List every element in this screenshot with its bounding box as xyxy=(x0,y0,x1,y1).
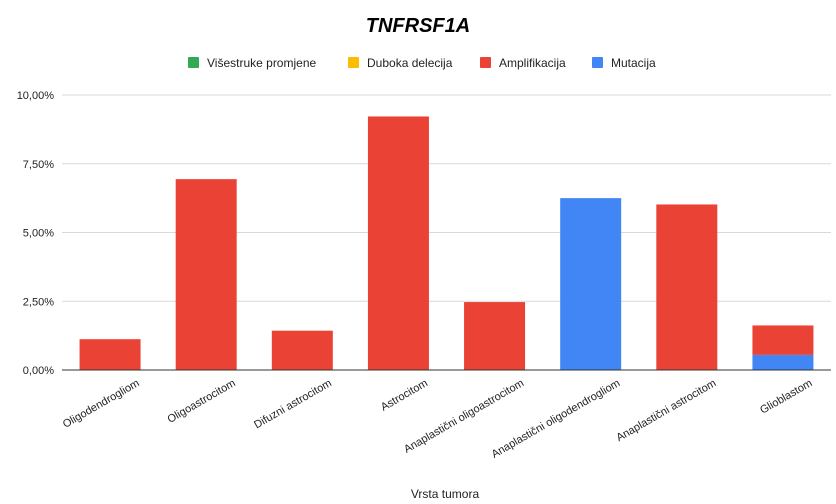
x-tick-label-1: Oligoastrocitom xyxy=(166,377,238,426)
y-tick-label-4: 10,00% xyxy=(17,90,55,102)
bar-6-amplifikacija xyxy=(656,204,718,370)
x-tick-label-6: Anaplastični astrocitom xyxy=(614,377,718,444)
y-tick-label-1: 2,50% xyxy=(23,296,54,308)
legend-swatch-3 xyxy=(592,57,603,68)
y-tick-label-3: 7,50% xyxy=(23,159,54,171)
x-axis-label: Vrsta tumora xyxy=(411,487,480,501)
bar-0-amplifikacija xyxy=(79,339,141,370)
legend-label-3: Mutacija xyxy=(611,56,656,70)
legend: Višestruke promjene Duboka delecija Amplif… xyxy=(188,56,656,70)
legend-swatch-2 xyxy=(480,57,491,68)
legend-label-0: Višestruke promjene xyxy=(207,56,316,70)
legend-label-2: Amplifikacija xyxy=(499,56,566,70)
x-axis-ticks: Oligodendrogliom Oligoastrocitom Difuzni a… xyxy=(61,377,815,460)
bar-5-mutacija xyxy=(560,198,622,370)
x-tick-label-3: Astrocitom xyxy=(379,377,430,413)
y-tick-label-0: 0,00% xyxy=(23,365,54,377)
chart-title: TNFRSF1A xyxy=(366,15,470,37)
x-tick-label-0: Oligodendrogliom xyxy=(61,377,142,431)
bar-7-amplifikacija xyxy=(752,325,814,355)
y-axis-ticks: 0,00% 2,50% 5,00% 7,50% 10,00% xyxy=(17,90,55,377)
y-tick-label-2: 5,00% xyxy=(23,228,54,240)
legend-label-1: Duboka delecija xyxy=(367,56,453,70)
bar-1-amplifikacija xyxy=(175,179,237,370)
bar-4-amplifikacija xyxy=(464,302,526,370)
bar-3-amplifikacija xyxy=(367,116,429,370)
legend-swatch-0 xyxy=(188,57,199,68)
legend-swatch-1 xyxy=(348,57,359,68)
x-tick-label-2: Difuzni astrocitom xyxy=(252,377,334,431)
bars xyxy=(79,116,814,370)
bar-7-mutacija xyxy=(752,354,814,370)
bar-2-amplifikacija xyxy=(271,330,333,370)
x-tick-label-7: Glioblastom xyxy=(758,377,814,416)
